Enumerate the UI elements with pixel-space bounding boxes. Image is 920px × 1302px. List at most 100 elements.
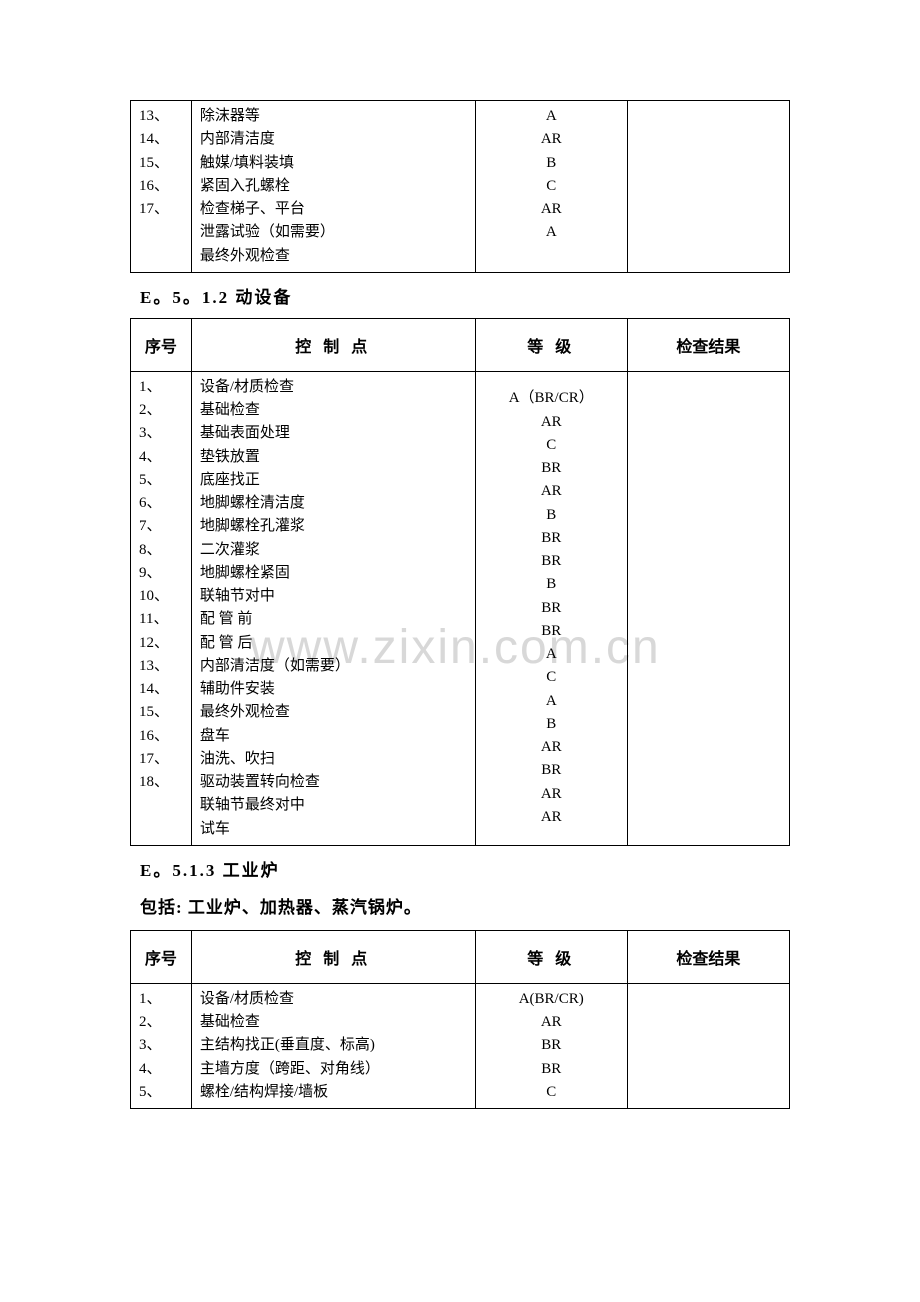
ctrl-item: 联轴节对中 (200, 585, 467, 608)
seq-num: 15、 (139, 152, 183, 175)
cell-ctrl: 除沫器等 内部清洁度 触媒/填料装填 紧固入孔螺栓 检查梯子、平台 泄露试验（如… (191, 101, 475, 273)
seq-num: 13、 (139, 655, 183, 678)
cell-seq: 1、 2、 3、 4、 5、 (131, 983, 192, 1108)
seq-num: 4、 (139, 446, 183, 469)
grade-item: C (484, 175, 619, 198)
header-result: 检查结果 (627, 930, 789, 983)
table-header-row: 序号 控 制 点 等 级 检查结果 (131, 318, 790, 371)
seq-num: 5、 (139, 469, 183, 492)
seq-num: 16、 (139, 175, 183, 198)
grade-item: A (484, 105, 619, 128)
seq-num: 17、 (139, 748, 183, 771)
header-grade: 等 级 (475, 318, 627, 371)
ctrl-item: 基础检查 (200, 399, 467, 422)
seq-num: 8、 (139, 539, 183, 562)
seq-num: 12、 (139, 632, 183, 655)
grade-item: BR (484, 1058, 619, 1081)
seq-num: 10、 (139, 585, 183, 608)
grade-item: BR (484, 527, 619, 550)
ctrl-item: 泄露试验（如需要） (200, 221, 467, 244)
cell-grade: A（BR/CR） AR C BR AR B BR BR B BR BR A C … (475, 371, 627, 845)
grade-item: AR (484, 128, 619, 151)
header-grade: 等 级 (475, 930, 627, 983)
grade-item: AR (484, 480, 619, 503)
cell-ctrl: 设备/材质检查 基础检查 主结构找正(垂直度、标高) 主墙方度（跨距、对角线） … (191, 983, 475, 1108)
ctrl-item: 触媒/填料装填 (200, 152, 467, 175)
ctrl-item: 盘车 (200, 725, 467, 748)
seq-num: 4、 (139, 1058, 183, 1081)
ctrl-item: 试车 (200, 818, 467, 841)
ctrl-item: 螺栓/结构焊接/墙板 (200, 1081, 467, 1104)
grade-item: BR (484, 620, 619, 643)
ctrl-item: 配 管 后 (200, 632, 467, 655)
grade-item: AR (484, 806, 619, 829)
grade-item: C (484, 666, 619, 689)
cell-result (627, 101, 789, 273)
seq-num: 5、 (139, 1081, 183, 1104)
cell-seq: 1、 2、 3、 4、 5、 6、 7、 8、 9、 10、 11、 12、 1… (131, 371, 192, 845)
table-2: 序号 控 制 点 等 级 检查结果 1、 2、 3、 4、 5、 6、 7、 8… (130, 318, 790, 846)
grade-item: A (484, 690, 619, 713)
ctrl-item: 二次灌浆 (200, 539, 467, 562)
seq-num: 2、 (139, 1011, 183, 1034)
table-1: 13、 14、 15、 16、 17、 除沫器等 内部清洁度 触媒/填料装填 紧… (130, 100, 790, 273)
ctrl-item: 除沫器等 (200, 105, 467, 128)
grade-item: BR (484, 1034, 619, 1057)
seq-num: 16、 (139, 725, 183, 748)
ctrl-item: 地脚螺栓紧固 (200, 562, 467, 585)
seq-num: 13、 (139, 105, 183, 128)
grade-item: BR (484, 457, 619, 480)
grade-item: B (484, 152, 619, 175)
header-ctrl: 控 制 点 (191, 318, 475, 371)
grade-item: A (484, 643, 619, 666)
header-result: 检查结果 (627, 318, 789, 371)
table-row: 1、 2、 3、 4、 5、 6、 7、 8、 9、 10、 11、 12、 1… (131, 371, 790, 845)
seq-num: 1、 (139, 376, 183, 399)
seq-num: 3、 (139, 422, 183, 445)
grade-item: C (484, 1081, 619, 1104)
ctrl-item: 驱动装置转向检查 (200, 771, 467, 794)
ctrl-item: 主结构找正(垂直度、标高) (200, 1034, 467, 1057)
table-header-row: 序号 控 制 点 等 级 检查结果 (131, 930, 790, 983)
ctrl-item: 内部清洁度 (200, 128, 467, 151)
ctrl-item: 基础表面处理 (200, 422, 467, 445)
ctrl-item: 配 管 前 (200, 608, 467, 631)
ctrl-item: 地脚螺栓孔灌浆 (200, 515, 467, 538)
grade-item: B (484, 573, 619, 596)
ctrl-item: 紧固入孔螺栓 (200, 175, 467, 198)
ctrl-item: 基础检查 (200, 1011, 467, 1034)
grade-item: B (484, 504, 619, 527)
seq-num: 1、 (139, 988, 183, 1011)
seq-num: 18、 (139, 771, 183, 794)
ctrl-item: 辅助件安装 (200, 678, 467, 701)
cell-seq: 13、 14、 15、 16、 17、 (131, 101, 192, 273)
seq-num: 2、 (139, 399, 183, 422)
seq-num: 14、 (139, 678, 183, 701)
cell-result (627, 371, 789, 845)
ctrl-item: 底座找正 (200, 469, 467, 492)
ctrl-item: 最终外观检查 (200, 245, 467, 268)
ctrl-item: 设备/材质检查 (200, 376, 467, 399)
ctrl-item: 地脚螺栓清洁度 (200, 492, 467, 515)
grade-item: C (484, 434, 619, 457)
ctrl-item: 油洗、吹扫 (200, 748, 467, 771)
cell-grade: A AR B C AR A (475, 101, 627, 273)
seq-num: 6、 (139, 492, 183, 515)
seq-num: 7、 (139, 515, 183, 538)
ctrl-item: 联轴节最终对中 (200, 794, 467, 817)
grade-item: AR (484, 198, 619, 221)
seq-num: 14、 (139, 128, 183, 151)
ctrl-item: 主墙方度（跨距、对角线） (200, 1058, 467, 1081)
table-row: 1、 2、 3、 4、 5、 设备/材质检查 基础检查 主结构找正(垂直度、标高… (131, 983, 790, 1108)
grade-item: BR (484, 597, 619, 620)
seq-num: 17、 (139, 198, 183, 221)
grade-item: AR (484, 736, 619, 759)
table-row: 13、 14、 15、 16、 17、 除沫器等 内部清洁度 触媒/填料装填 紧… (131, 101, 790, 273)
ctrl-item: 设备/材质检查 (200, 988, 467, 1011)
seq-num: 9、 (139, 562, 183, 585)
cell-result (627, 983, 789, 1108)
seq-num: 3、 (139, 1034, 183, 1057)
grade-item: AR (484, 1011, 619, 1034)
seq-num: 15、 (139, 701, 183, 724)
grade-item: AR (484, 411, 619, 434)
